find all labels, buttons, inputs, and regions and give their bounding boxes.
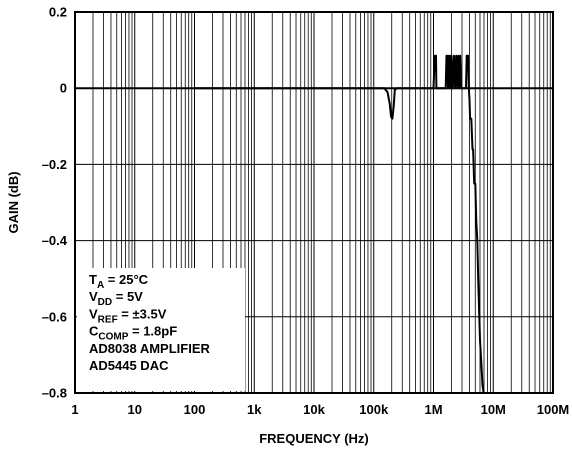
series-layer xyxy=(194,54,485,394)
y-tick-label: –0.8 xyxy=(42,386,67,401)
x-tick-label: 1k xyxy=(247,402,262,417)
x-tick-label: 10 xyxy=(128,402,142,417)
annotation-line: AD8038 AMPLIFIER xyxy=(89,341,210,356)
x-tick-label: 100 xyxy=(184,402,206,417)
x-tick-label: 10k xyxy=(303,402,325,417)
y-tick-label: 0.2 xyxy=(49,5,67,20)
gain-series-line xyxy=(194,54,485,394)
annotation-line: CCOMP = 1.8pF xyxy=(89,324,177,343)
x-tick-label: 1M xyxy=(424,402,442,417)
x-tick-label: 1 xyxy=(71,402,78,417)
annotation-line: VREF = ±3.5V xyxy=(89,306,167,325)
annotation-line: TA = 25°C xyxy=(89,272,149,291)
annotation-line: AD5445 DAC xyxy=(89,358,169,373)
x-tick-labels: 1 10 100 1k 10k 100k 1M 10M 100M xyxy=(71,402,569,417)
y-tick-label: –0.6 xyxy=(42,309,67,324)
x-tick-label: 10M xyxy=(481,402,506,417)
annotation-background xyxy=(77,268,245,391)
y-tick-label: –0.4 xyxy=(42,233,68,248)
y-axis-title: GAIN (dB) xyxy=(6,171,21,233)
annotation-line: VDD = 5V xyxy=(89,289,143,308)
x-tick-label: 100M xyxy=(537,402,570,417)
x-tick-label: 100k xyxy=(359,402,389,417)
plot-border xyxy=(74,11,554,394)
y-tick-label: 0 xyxy=(60,81,67,96)
y-tick-labels: 0.2 0 –0.2 –0.4 –0.6 –0.8 xyxy=(42,5,68,401)
x-axis-title: FREQUENCY (Hz) xyxy=(259,431,369,446)
y-tick-label: –0.2 xyxy=(42,157,67,172)
plot-frame xyxy=(74,11,554,394)
